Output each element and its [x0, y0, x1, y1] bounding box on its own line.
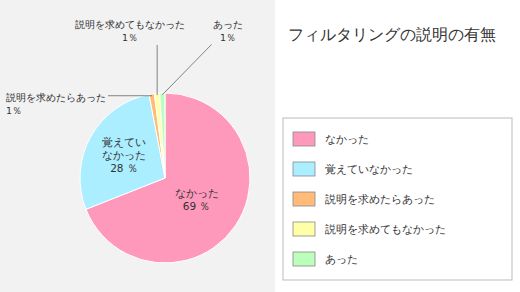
- slice-label: なかった69 ％: [175, 187, 219, 212]
- labels: なかった69 ％覚えていなかった28 ％説明を求めたらあった1％説明を求めてもな…: [6, 19, 243, 212]
- title: フィルタリングの説明の有無: [288, 25, 496, 44]
- slice-label: 説明を求めたらあった 1％: [6, 92, 106, 116]
- slice-label-line: 69 ％: [183, 200, 211, 212]
- slice-label-line: 1％: [220, 32, 236, 43]
- slice-label: 覚えていなかった28 ％: [102, 136, 146, 174]
- slice-label-line: 1％: [6, 105, 22, 116]
- legend-swatch: [293, 162, 315, 176]
- legend-swatch: [293, 222, 315, 236]
- slice-label-line: 説明を求めたらあった: [6, 92, 106, 103]
- slice-label-line: 説明を求めてもなかった: [75, 19, 185, 30]
- slice-label-line: なかった: [175, 187, 219, 199]
- slice-label-line: 覚えてい: [102, 136, 146, 148]
- chart: フィルタリングの説明の有無なかった69 ％覚えていなかった28 ％説明を求めたら…: [0, 0, 520, 292]
- legend: なかった覚えていなかった説明を求めたらあった説明を求めてもなかったあった: [283, 118, 512, 280]
- legend-swatch: [293, 252, 315, 266]
- legend-label: あった: [325, 253, 358, 266]
- slice-label-line: なかった: [102, 149, 146, 161]
- right-panel: [275, 0, 520, 292]
- slice-label: 説明を求めてもなかった 1％: [75, 19, 185, 43]
- pie-slice: [149, 94, 165, 178]
- background: [0, 0, 520, 292]
- legend-label: 説明を求めてもなかった: [325, 223, 446, 236]
- leader-line: [157, 45, 158, 95]
- legend-label: 覚えていなかった: [325, 163, 413, 176]
- legend-swatch: [293, 132, 315, 146]
- pie-slice: [160, 93, 165, 178]
- slice-label-line: 28 ％: [110, 162, 138, 174]
- leader-line: [162, 44, 211, 94]
- legend-box: [283, 118, 512, 280]
- slice-label-line: 1％: [122, 32, 138, 43]
- legend-swatch: [293, 192, 315, 206]
- pie-slice: [154, 93, 165, 178]
- leader-line: [108, 95, 152, 96]
- legend-label: なかった: [325, 133, 369, 146]
- legend-label: 説明を求めたらあった: [325, 193, 435, 206]
- slice-label-line: あった: [213, 19, 243, 30]
- pie-slice: [80, 95, 165, 210]
- slice-label: あった 1％: [213, 19, 243, 43]
- pie: [80, 93, 250, 263]
